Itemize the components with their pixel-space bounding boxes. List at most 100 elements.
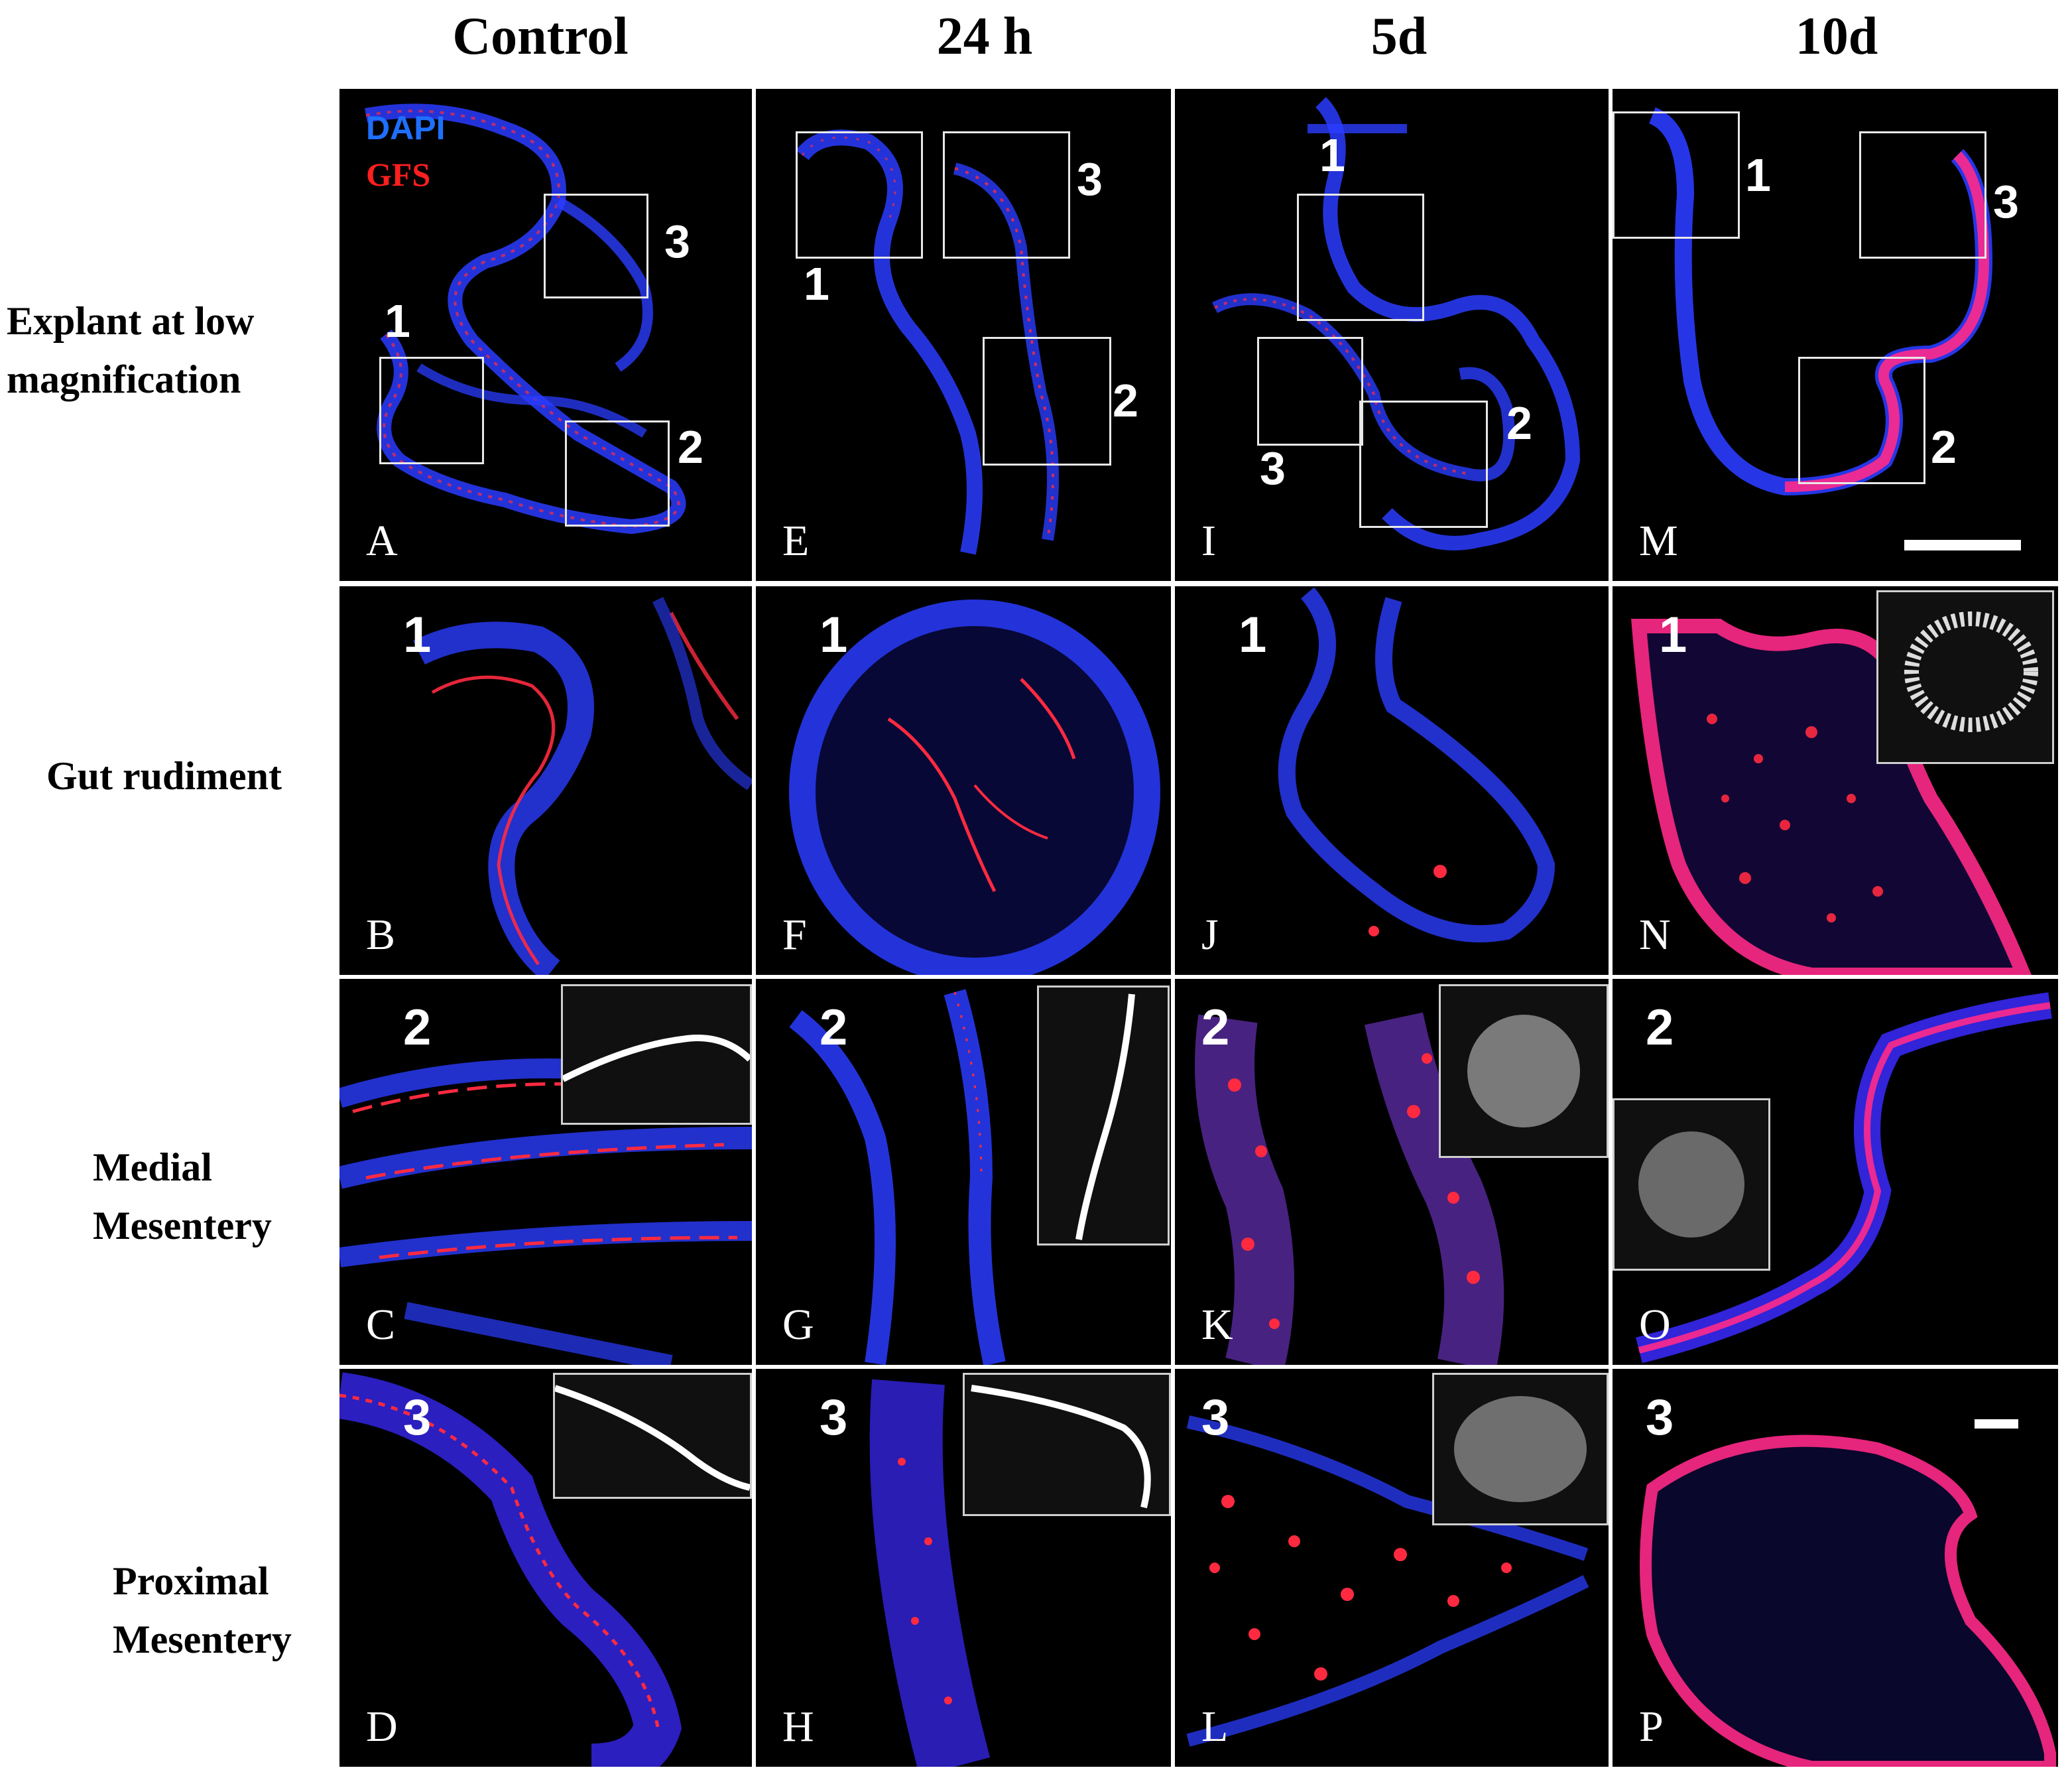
roi-number-3: 3 <box>664 216 690 267</box>
micrograph <box>1186 1415 1589 1747</box>
roi-number-1: 1 <box>804 258 829 310</box>
inset-grayscale <box>1432 1373 1609 1525</box>
inset-grayscale <box>1439 984 1609 1158</box>
roi-number-1: 1 <box>1745 149 1771 201</box>
inset-grayscale <box>1037 986 1170 1245</box>
region-number: 3 <box>820 1389 848 1446</box>
roi-number-1: 1 <box>385 295 410 347</box>
roi-number-3: 3 <box>1993 176 2019 227</box>
panel-d: 3 D <box>339 1369 752 1767</box>
micrograph <box>339 1372 682 1767</box>
panel-label-e: E <box>782 517 810 565</box>
column-heading-5d: 5d <box>1371 7 1428 66</box>
roi-box-1 <box>1297 194 1424 321</box>
column-heading-10d: 10d <box>1795 7 1878 66</box>
panel-label-n: N <box>1639 911 1671 959</box>
row-heading-line: Mesentery <box>113 1618 292 1661</box>
column-heading-control: Control <box>452 7 629 66</box>
roi-number-3: 3 <box>1260 442 1286 494</box>
panel-g: 2 G <box>756 979 1171 1365</box>
roi-box-3 <box>943 131 1070 259</box>
panel-label-b: B <box>366 911 396 959</box>
panel-label-l: L <box>1201 1702 1229 1751</box>
roi-box-3 <box>1859 131 1986 259</box>
roi-number-1: 1 <box>1319 129 1345 181</box>
panel-label-a: A <box>366 517 398 565</box>
panel-label-h: H <box>782 1702 814 1751</box>
panel-label-c: C <box>366 1301 396 1349</box>
micrograph <box>1636 992 2052 1364</box>
inset-image <box>1075 993 1135 1240</box>
panel-k: 2 K <box>1175 979 1609 1365</box>
micrograph <box>413 596 752 975</box>
micrograph <box>789 600 1160 975</box>
row-heading-line: Gut rudiment <box>46 754 282 798</box>
row-heading-line: Medial <box>93 1145 212 1189</box>
inset-grayscale <box>1613 1098 1770 1271</box>
roi-box-2 <box>565 420 670 527</box>
legend-dapi: DAPI <box>366 109 446 147</box>
panel-label-j: J <box>1201 911 1219 959</box>
row-heading-gut-rudiment: Gut rudiment <box>46 747 378 805</box>
row-heading-line: Explant at low <box>7 299 255 343</box>
micrograph <box>1631 619 2032 975</box>
inset-image <box>563 1035 750 1082</box>
inset-image <box>1467 1015 1580 1127</box>
roi-number-2: 2 <box>1506 397 1532 449</box>
row-heading-line: Mesentery <box>93 1204 272 1247</box>
roi-box-1 <box>1613 111 1740 239</box>
row-heading-line: magnification <box>7 357 241 401</box>
panel-m: 1 3 2 M <box>1613 89 2058 581</box>
roi-number-2: 2 <box>1931 421 1957 473</box>
roi-box-3 <box>1257 337 1363 446</box>
inset-grayscale <box>553 1373 752 1499</box>
region-number: 3 <box>1646 1389 1674 1446</box>
row-heading-explant: Explant at low magnification <box>7 292 338 409</box>
panel-p: 3 P <box>1613 1369 2058 1767</box>
panel-label-m: M <box>1639 517 1678 565</box>
micrograph <box>1278 587 1555 942</box>
roi-box-1 <box>796 131 923 259</box>
roi-box-2 <box>1359 401 1488 528</box>
panel-o: 2 O <box>1613 979 2058 1365</box>
legend-gfs: GFS <box>366 156 431 193</box>
panel-label-k: K <box>1201 1301 1233 1349</box>
column-heading-24h: 24 h <box>936 7 1033 66</box>
panel-label-f: F <box>782 911 807 959</box>
panel-a: DAPI GFS 3 1 2 A <box>339 89 752 581</box>
inset-image <box>555 1385 750 1491</box>
micrograph <box>1640 1435 2056 1767</box>
micrograph <box>1211 97 1581 550</box>
region-number: 1 <box>820 607 848 663</box>
panel-l: 3 L <box>1175 1369 1609 1767</box>
roi-number-2: 2 <box>1113 375 1138 426</box>
region-number: 1 <box>1239 607 1267 663</box>
region-number: 3 <box>403 1389 432 1446</box>
micrograph <box>789 989 1006 1365</box>
region-number: 2 <box>1646 999 1674 1056</box>
row-heading-line: Proximal <box>113 1559 269 1603</box>
panel-i: 1 3 2 I <box>1175 89 1609 581</box>
region-number: 2 <box>403 999 432 1056</box>
panel-c: 2 C <box>339 979 752 1365</box>
panel-j: 1 J <box>1175 586 1609 975</box>
roi-number-2: 2 <box>678 421 703 473</box>
panel-label-o: O <box>1639 1301 1671 1349</box>
inset-image <box>1638 1131 1744 1238</box>
panel-f: 1 F <box>756 586 1171 975</box>
row-heading-medial-mesentery: Medial Mesentery <box>93 1138 424 1255</box>
panel-b: 1 B <box>339 586 752 975</box>
inset-grayscale <box>1876 590 2054 764</box>
region-number: 1 <box>1659 607 1687 663</box>
scale-bar <box>1975 1419 2018 1429</box>
roi-box-2 <box>1798 357 1925 484</box>
region-number: 1 <box>403 607 432 663</box>
inset-grayscale <box>561 984 752 1125</box>
scale-bar <box>1904 540 2021 550</box>
panel-h: 3 H <box>756 1369 1171 1767</box>
roi-box-1 <box>379 357 484 464</box>
panel-label-i: I <box>1201 517 1216 565</box>
roi-box-3 <box>544 194 648 298</box>
panel-label-d: D <box>366 1702 398 1751</box>
region-number: 2 <box>820 999 848 1056</box>
